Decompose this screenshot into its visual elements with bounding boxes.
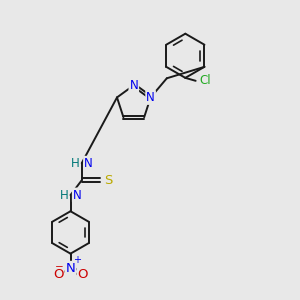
Text: Cl: Cl [199,74,211,87]
Text: N: N [66,262,75,275]
Text: H: H [59,188,68,202]
Text: H: H [70,157,79,170]
Text: O: O [53,268,63,281]
Text: N: N [146,91,155,104]
Text: N: N [73,188,82,202]
Text: +: + [74,255,81,265]
Text: N: N [84,157,93,170]
Text: N: N [129,79,138,92]
Text: S: S [104,174,113,187]
Text: −: − [55,262,63,272]
Text: O: O [78,268,88,281]
